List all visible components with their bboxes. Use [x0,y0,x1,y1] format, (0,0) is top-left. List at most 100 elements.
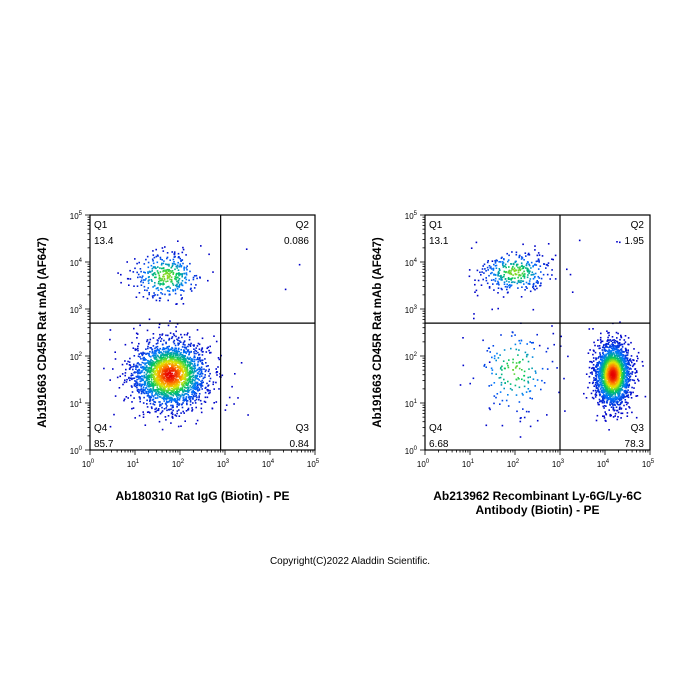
event-dot [603,370,606,373]
event-dot [177,380,180,382]
event-dot [163,361,165,364]
event-dot [501,279,503,281]
event-dot [137,347,139,350]
event-dot [166,354,168,357]
event-dot [488,274,490,277]
event-dot [600,383,602,385]
event-dot [506,252,508,255]
event-dot [123,398,126,400]
event-dot [602,380,605,383]
event-dot [184,344,186,346]
event-dot [193,370,195,373]
event-dot [171,385,174,387]
event-dot [172,374,174,377]
event-dot [157,384,159,386]
event-dot [631,379,634,381]
event-dot [517,276,519,279]
event-dot [180,351,182,354]
event-dot [175,274,177,276]
event-dot [606,391,609,394]
event-dot [193,385,196,388]
event-dot [552,258,554,261]
event-dot [158,274,161,277]
event-dot [169,360,171,362]
event-dot [631,361,633,364]
event-dot [494,260,497,263]
event-dot [175,265,178,268]
event-dot [167,365,169,368]
event-dot [174,353,177,355]
event-dot [603,356,605,359]
event-dot [175,284,177,287]
event-dot [195,387,198,389]
event-dot [617,353,620,355]
event-dot [140,358,142,360]
x-axis-title: Ab180310 Rat IgG (Biotin) - PE [115,489,289,503]
event-dot [620,417,622,419]
event-dot [177,285,179,288]
event-dot [181,389,184,391]
event-dot [181,406,184,409]
event-dot [617,341,619,344]
event-dot [603,347,606,349]
event-dot [154,358,157,360]
event-dot [184,362,186,364]
event-dot [182,342,185,344]
event-dot [517,377,519,379]
event-dot [167,415,170,417]
event-dot [566,268,568,271]
event-dot [146,376,149,378]
event-dot [161,278,163,280]
event-dot [528,264,531,267]
event-dot [507,259,510,261]
event-dot [149,400,151,402]
event-dot [613,397,616,399]
event-dot [616,380,619,382]
event-dot [140,392,143,395]
event-dot [597,372,600,374]
event-dot [177,396,179,399]
event-dot [159,347,161,350]
event-dot [139,377,141,379]
event-dot [154,394,156,396]
event-dot [166,272,168,274]
event-dot [215,368,217,370]
event-dot [537,268,540,270]
event-dot [605,343,608,346]
event-dot [168,370,171,372]
event-dot [159,388,161,391]
event-dot [186,265,188,267]
event-dot [160,367,163,369]
event-dot [177,369,180,371]
event-dot [597,388,599,390]
event-dot [186,393,188,395]
event-dot [141,375,144,378]
event-dot [211,407,214,410]
event-dot [620,377,623,379]
event-dot [185,400,188,402]
event-dot [183,389,186,391]
event-dot [175,359,178,361]
event-dot [170,401,173,403]
event-dot [198,357,201,360]
event-dot [171,355,174,358]
event-dot [155,356,158,358]
event-dot [494,260,496,262]
event-dot [188,279,190,282]
event-dot [606,396,609,398]
event-dot [507,277,510,279]
event-dot [190,372,192,375]
event-dot [622,385,625,387]
event-dot [138,342,140,345]
event-dot [170,266,173,269]
event-dot [532,286,534,288]
event-dot [186,368,188,371]
event-dot [172,284,175,286]
event-dot [186,334,188,336]
event-dot [138,391,140,393]
event-dot [525,255,527,257]
event-dot [136,384,139,387]
event-dot [171,270,174,272]
event-dot [139,372,141,375]
event-dot [146,297,149,300]
